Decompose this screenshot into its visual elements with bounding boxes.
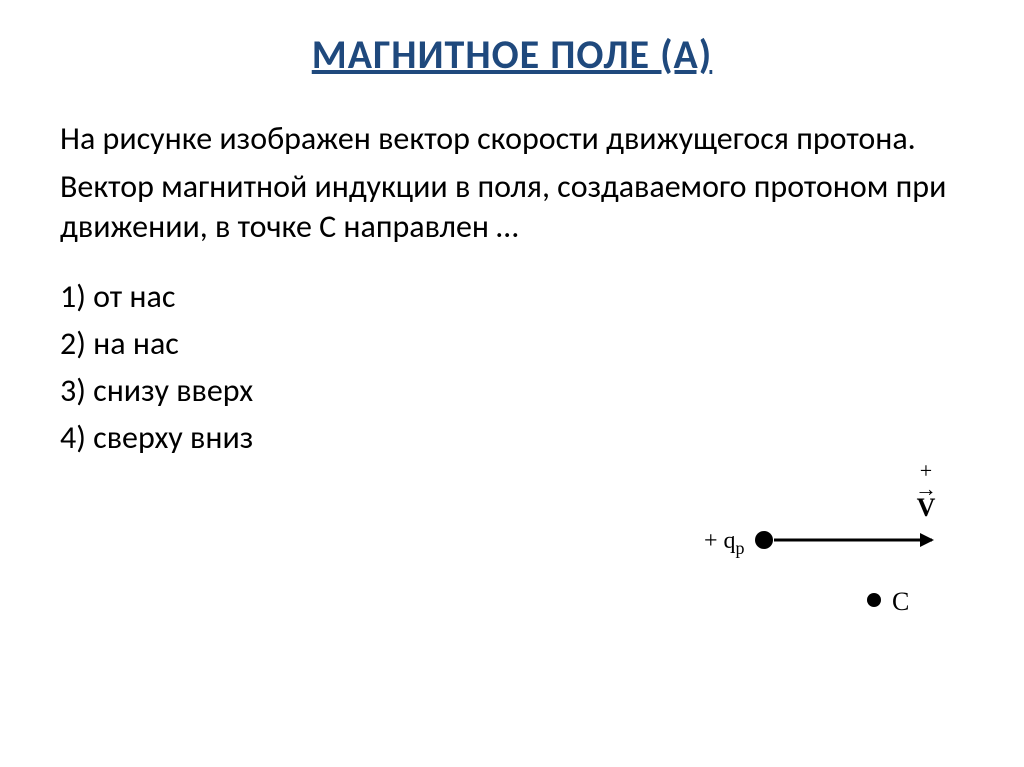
physics-diagram: + qp + → V С	[674, 460, 954, 640]
velocity-arrowhead	[920, 533, 934, 547]
option-3: 3) снизу вверх	[60, 371, 964, 410]
option-4: 4) сверху вниз	[60, 418, 964, 457]
velocity-v: V	[917, 493, 936, 522]
charge-dot	[755, 531, 773, 549]
diagram-svg: + qp + → V С	[674, 460, 954, 640]
slide-title: МАГНИТНОЕ ПОЛЕ (А)	[60, 30, 964, 79]
options-list: 1) от нас 2) на нас 3) снизу вверх 4) св…	[60, 277, 964, 457]
charge-label-main: + q	[704, 528, 736, 554]
paragraph-1: На рисунке изображен вектор скорости дви…	[60, 119, 964, 159]
option-1: 1) от нас	[60, 277, 964, 316]
option-2: 2) на нас	[60, 324, 964, 363]
charge-label-sub: p	[736, 538, 745, 558]
paragraph-2: Вектор магнитной индукции в поля, создав…	[60, 167, 964, 247]
point-c-dot	[867, 593, 881, 607]
point-c-label: С	[892, 587, 909, 616]
charge-label: + qp	[704, 528, 745, 558]
